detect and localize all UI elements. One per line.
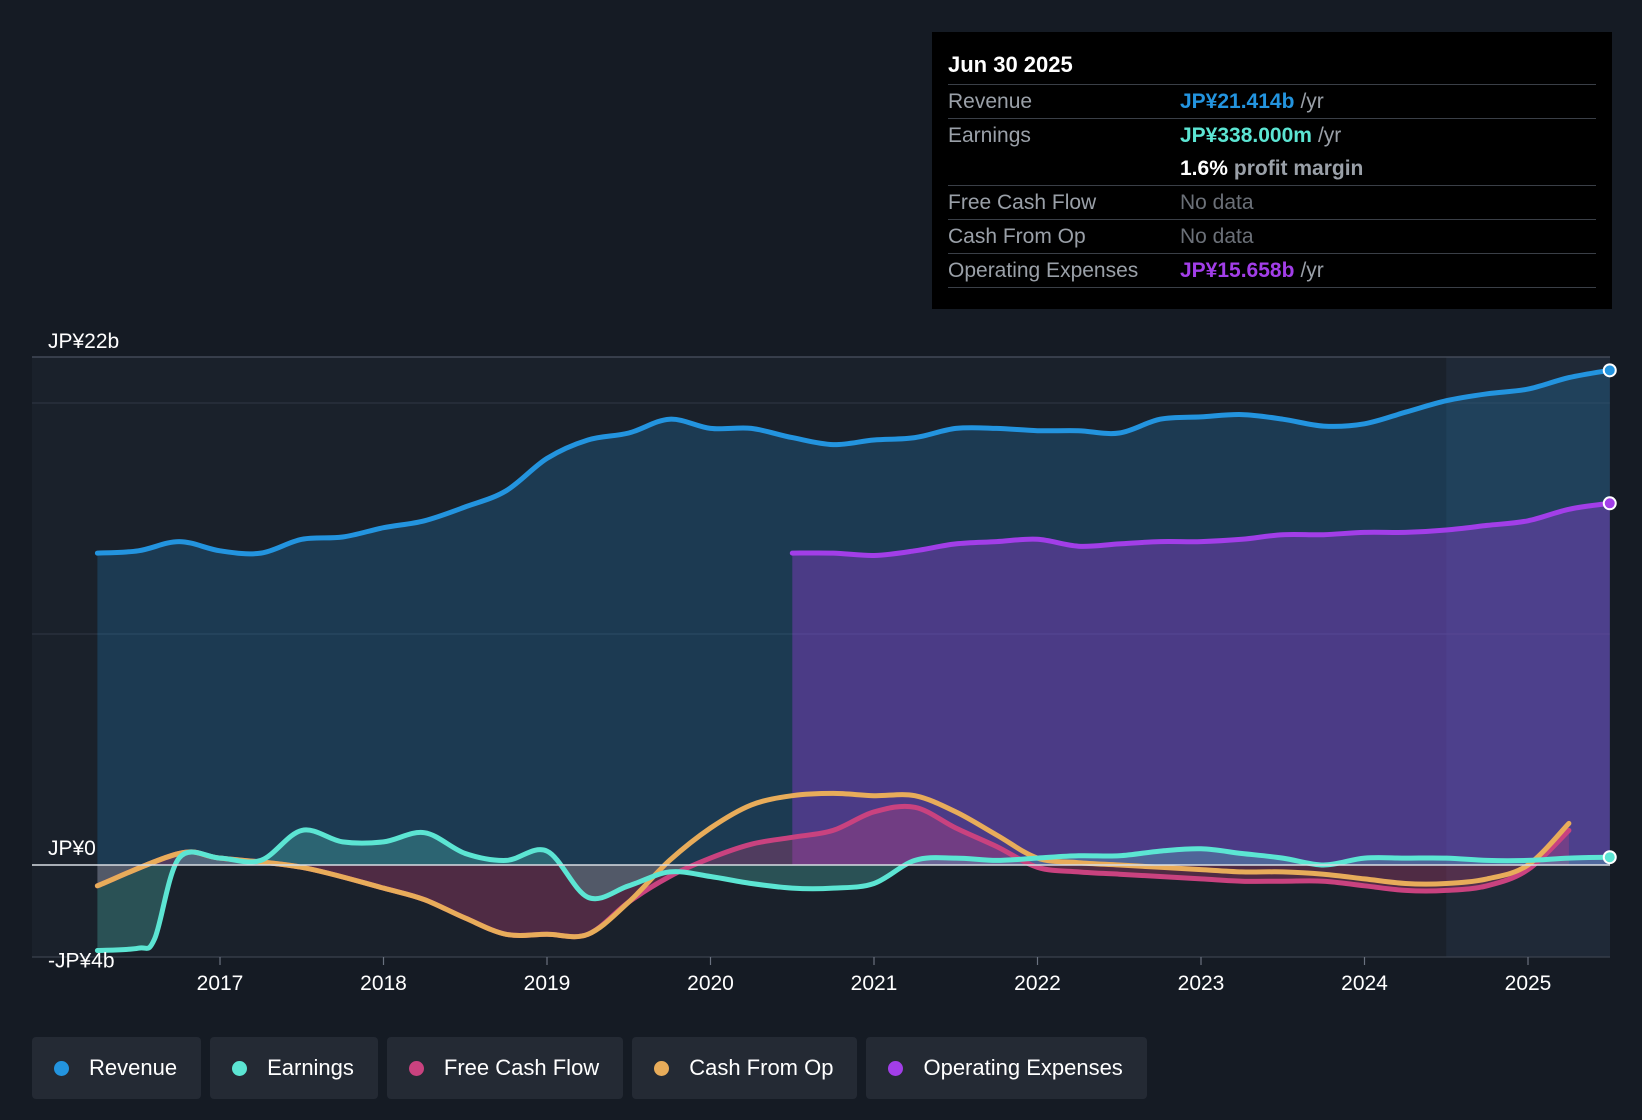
legend-dot-revenue: [54, 1060, 69, 1076]
legend-label-cfo: Cash From Op: [689, 1055, 834, 1080]
legend-item-opex[interactable]: Operating Expenses: [866, 1037, 1147, 1099]
endpoint-opex: [1602, 496, 1617, 511]
legend-label-earnings: Earnings: [267, 1055, 354, 1080]
legend-label-opex: Operating Expenses: [923, 1055, 1123, 1080]
endpoint-earnings: [1602, 850, 1617, 865]
x-tick-label: 2024: [1341, 972, 1388, 995]
line-cfo: [94, 790, 1572, 940]
tooltip-value-fcf: No data: [1180, 190, 1254, 214]
legend-item-earnings[interactable]: Earnings: [210, 1037, 378, 1099]
x-tick-label: 2018: [360, 972, 407, 995]
tooltip-unit-revenue: /yr: [1300, 89, 1324, 113]
series-areas: [97, 370, 1610, 951]
series-endpoints: [1602, 363, 1617, 865]
tooltip-panel: Jun 30 2025 Revenue JP¥21.414b /yr Earni…: [932, 32, 1612, 309]
tooltip-label-revenue: Revenue: [948, 89, 1033, 113]
tooltip-value-earnings: JP¥338.000m: [1180, 123, 1312, 147]
x-tick-label: 2023: [1178, 972, 1225, 995]
x-tick-label: 2017: [197, 972, 244, 995]
area-fcf: [97, 806, 1569, 937]
tooltip-unit-opex: /yr: [1300, 258, 1324, 282]
legend-dot-earnings: [232, 1060, 248, 1076]
y-axis-label: JP¥22b: [48, 330, 119, 353]
tooltip-value-cfo: No data: [1180, 224, 1254, 248]
legend-label-revenue: Revenue: [89, 1055, 178, 1080]
tooltip-unit-margin: profit margin: [1233, 156, 1364, 180]
tooltip-label-fcf: Free Cash Flow: [948, 190, 1097, 214]
line-earnings: [94, 827, 1613, 953]
legend-item-fcf[interactable]: Free Cash Flow: [386, 1037, 624, 1099]
y-axis-label: -JP¥4b: [48, 949, 115, 972]
tooltip-date: Jun 30 2025: [948, 50, 1596, 85]
line-opex: [789, 500, 1613, 559]
x-tick-label: 2020: [687, 972, 734, 995]
legend-dot-opex: [888, 1060, 904, 1076]
tooltip-value-margin: 1.6%: [1180, 156, 1228, 180]
tooltip-unit-earnings: /yr: [1317, 123, 1342, 147]
legend-item-cfo[interactable]: Cash From Op: [632, 1037, 858, 1099]
x-tick-label: 2021: [851, 972, 898, 995]
area-revenue: [97, 370, 1610, 865]
series-lines: [32, 367, 1613, 953]
y-axis: JP¥22b JP¥0 -JP¥4b: [48, 330, 119, 973]
tooltip-label-opex: Operating Expenses: [948, 258, 1139, 282]
legend-item-revenue[interactable]: Revenue: [32, 1037, 202, 1099]
legend-dot-cfo: [654, 1060, 670, 1076]
y-axis-label: JP¥0: [48, 837, 96, 860]
tooltip-label-cfo: Cash From Op: [948, 224, 1086, 248]
x-tick-label: 2019: [524, 972, 571, 995]
area-earnings: [97, 829, 1610, 951]
x-tick-label: 2022: [1014, 972, 1061, 995]
line-revenue: [94, 367, 1613, 557]
tooltip-value-revenue: JP¥21.414b: [1180, 89, 1295, 113]
plot-background: [32, 357, 1610, 957]
area-opex: [792, 503, 1610, 865]
legend: Revenue Earnings Free Cash Flow Cash Fro…: [32, 1037, 1147, 1099]
tooltip-row-revenue: Revenue JP¥21.414b /yr: [948, 85, 1596, 119]
legend-dot-fcf: [408, 1060, 424, 1076]
x-axis: 2017 2018 2019 2020 2021 2022 2023 2024 2025: [197, 957, 1552, 995]
legend-label-fcf: Free Cash Flow: [443, 1055, 600, 1080]
tooltip-row-earnings: Earnings JP¥338.000m /yr: [948, 119, 1596, 152]
tooltip-row-margin: 1.6% profit margin: [948, 152, 1596, 186]
tooltip-value-opex: JP¥15.658b: [1180, 258, 1295, 282]
tooltip-row-cfo: Cash From Op No data: [948, 220, 1596, 254]
tooltip-row-fcf: Free Cash Flow No data: [948, 186, 1596, 220]
x-tick-label: 2025: [1505, 972, 1552, 995]
grid-lines: [32, 356, 1610, 958]
tooltip-row-opex: Operating Expenses JP¥15.658b /yr: [948, 254, 1596, 288]
tooltip-label-earnings: Earnings: [948, 123, 1031, 147]
endpoint-revenue: [1602, 363, 1617, 378]
